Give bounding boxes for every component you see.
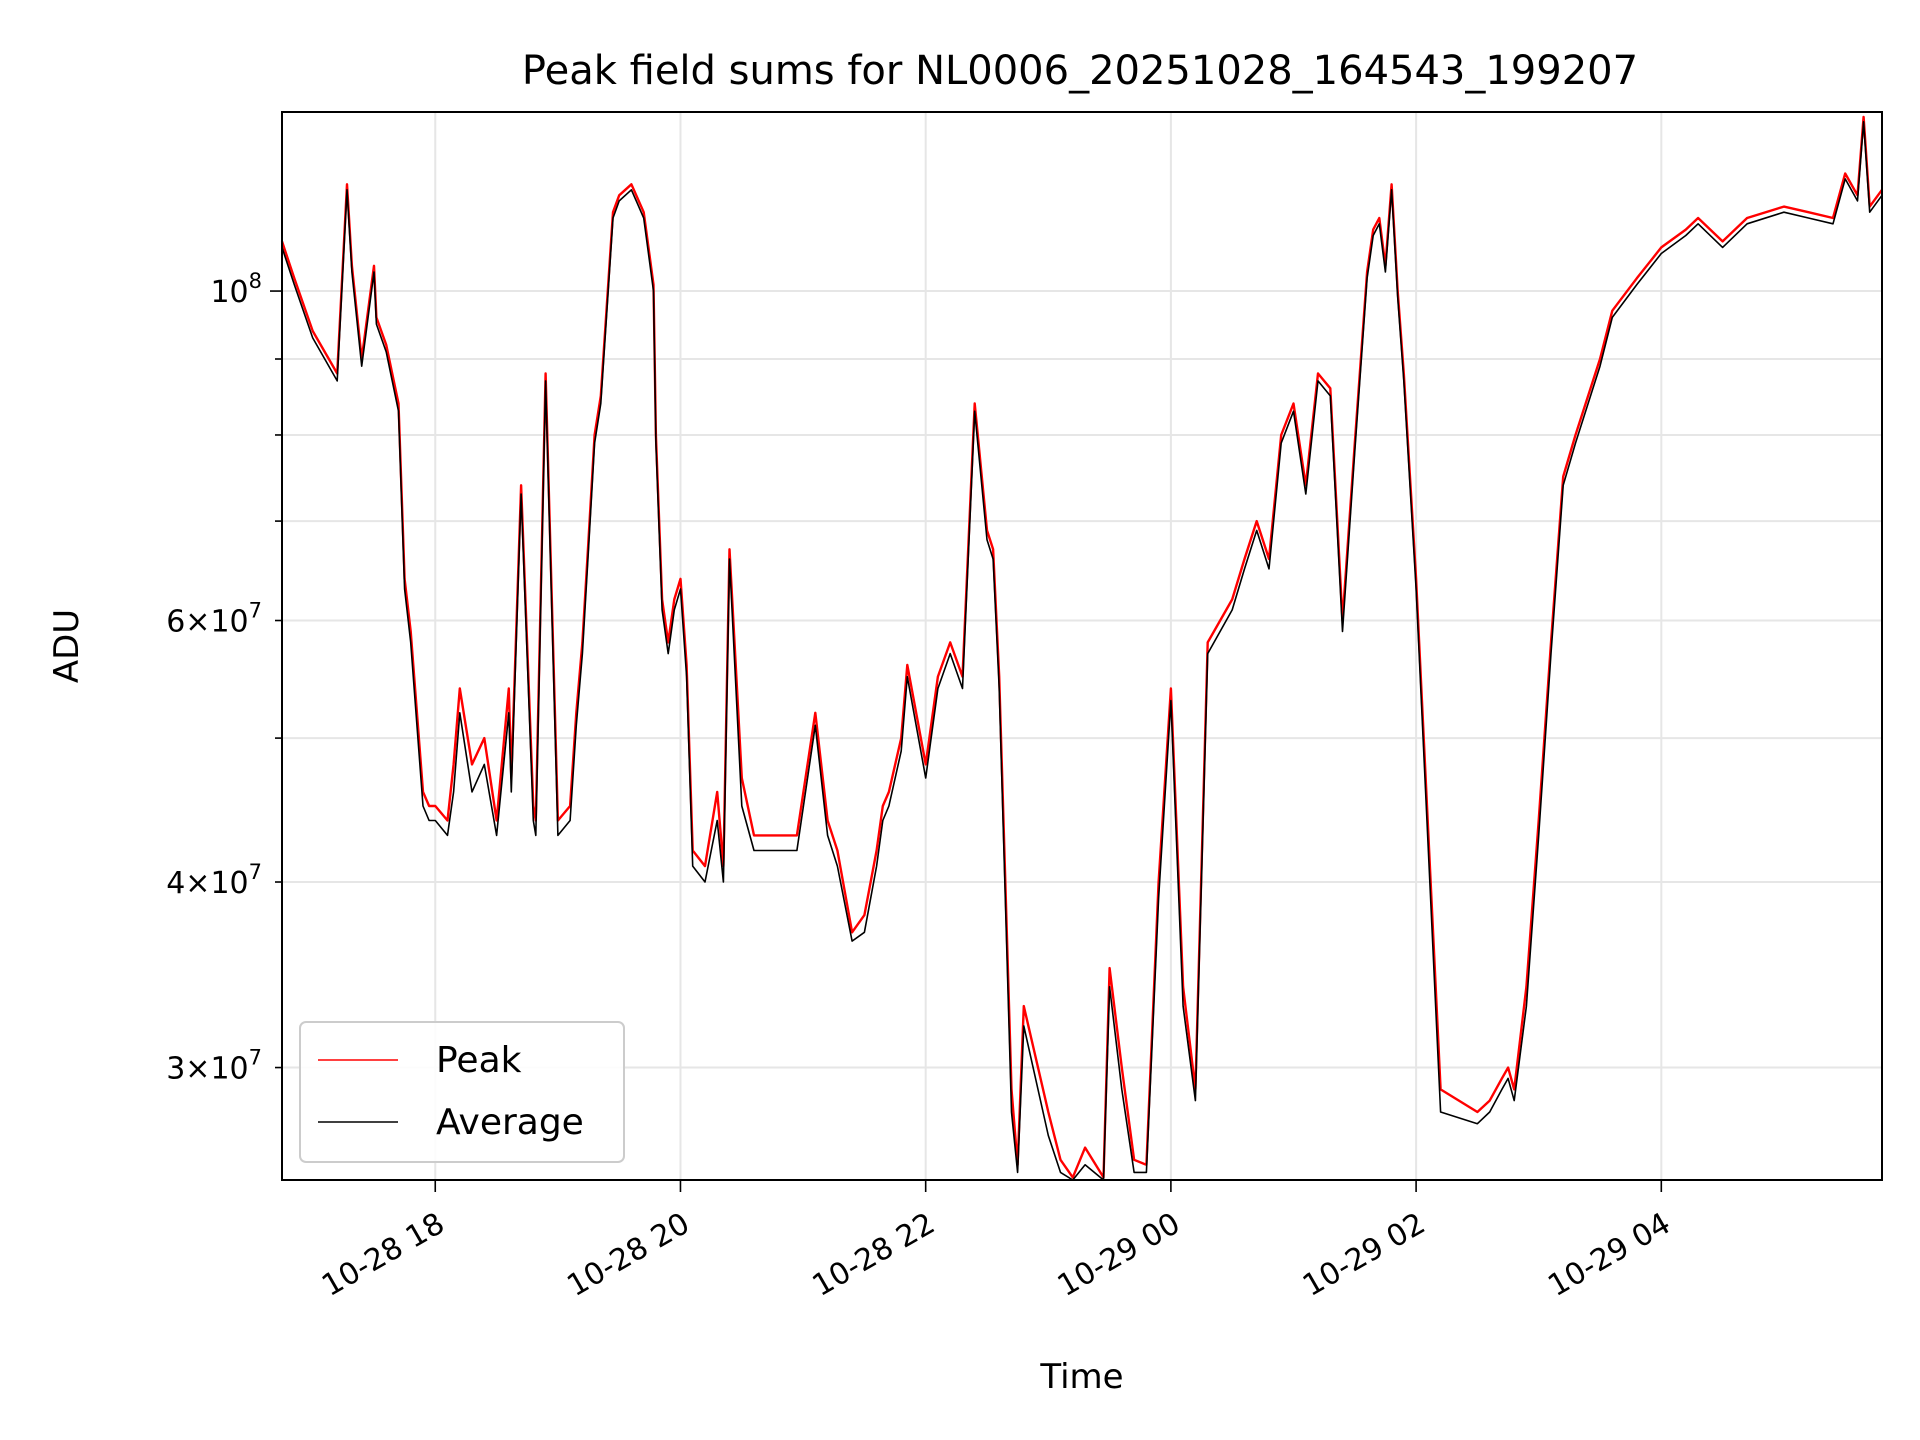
legend-label-peak: Peak xyxy=(436,1040,522,1081)
chart-title: Peak field sums for NL0006_20251028_1645… xyxy=(522,48,1638,94)
y-tick-label: 3×107 xyxy=(166,1046,262,1087)
y-axis: 108 3×107 4×107 6×107 xyxy=(166,269,282,1087)
plot-frame xyxy=(281,111,1883,1181)
series-line-average xyxy=(281,121,1883,1181)
series-layer xyxy=(280,115,1883,1181)
y-tick-label: 6×107 xyxy=(166,599,262,640)
y-axis-label: ADU xyxy=(47,609,87,683)
y-tick-label: 108 xyxy=(210,269,262,310)
x-axis-label: Time xyxy=(1039,1357,1123,1397)
legend-box xyxy=(299,1021,625,1163)
legend: Peak Average xyxy=(299,1021,625,1163)
legend-label-average: Average xyxy=(436,1102,584,1143)
y-tick-label: 4×107 xyxy=(166,860,262,901)
